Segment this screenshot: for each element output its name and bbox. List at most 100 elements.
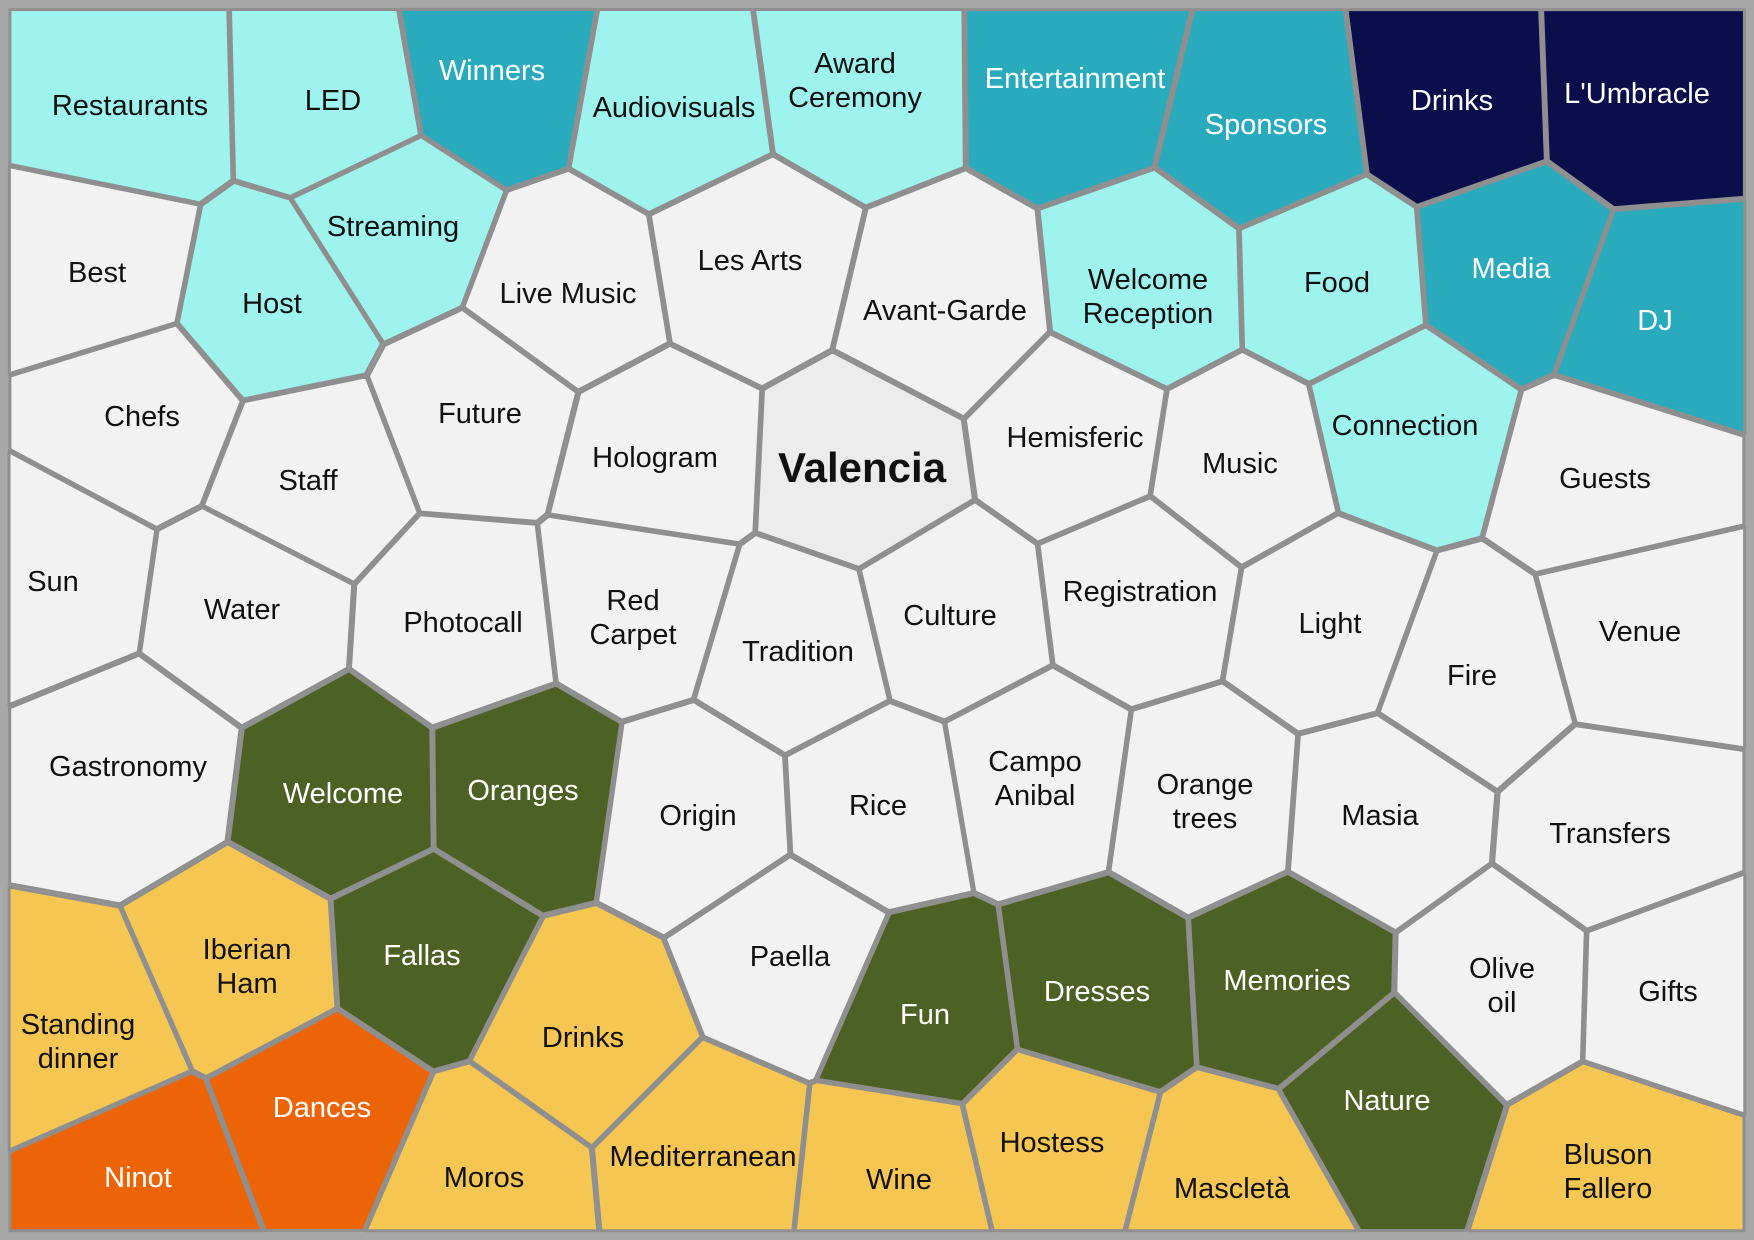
- cell-sun: Sun: [7, 450, 158, 707]
- cell-ninot: Ninot: [8, 1071, 264, 1233]
- cell-fire: Fire: [1377, 538, 1576, 792]
- cell-shape: [591, 1037, 810, 1233]
- cell-staff: Staff: [201, 375, 420, 584]
- cell-label: Gifts: [1638, 976, 1698, 1008]
- cell-shape: [469, 903, 703, 1148]
- cell-label: Audiovisuals: [593, 92, 756, 124]
- cell-welcome-reception: Welcome Reception: [1037, 167, 1243, 389]
- cell-shape: [1535, 525, 1747, 750]
- cell-winners: Winners: [398, 7, 598, 191]
- cell-label: Water: [204, 594, 281, 626]
- cell-label: Award Ceremony: [788, 48, 922, 114]
- cell-shape: [139, 506, 355, 728]
- cell-label: Orange trees: [1157, 769, 1254, 835]
- cell-audiovisuals: Audiovisuals: [568, 8, 773, 215]
- cell-dj: DJ: [1554, 198, 1747, 436]
- cell-shape: [1222, 513, 1437, 734]
- cell-label: Red Carpet: [589, 585, 676, 651]
- cell-label: Host: [242, 288, 302, 320]
- cell-shape: [462, 168, 670, 392]
- cell-shape: [1154, 8, 1367, 229]
- cell-restaurants: Restaurants: [8, 8, 234, 205]
- cell-label: Avant-Garde: [863, 295, 1027, 327]
- cell-best: Best: [7, 165, 201, 376]
- cell-label: Fallas: [383, 940, 460, 972]
- cell-label: Chefs: [104, 401, 180, 433]
- cell-label: Entertainment: [985, 63, 1166, 95]
- cell-label: Sun: [27, 566, 79, 598]
- cell-label: Mediterranean: [610, 1141, 797, 1173]
- cell-orange-trees: Orange trees: [1108, 681, 1299, 918]
- cell-shape: [366, 307, 579, 523]
- cell-culture: Culture: [858, 500, 1053, 722]
- cell-hemisferic: Hemisferic: [963, 332, 1167, 544]
- cell-campo-anibal: Campo Anibal: [944, 665, 1132, 905]
- cell-shape: [330, 849, 543, 1072]
- cell-shape: [1278, 992, 1507, 1232]
- cell-shape: [1037, 167, 1243, 389]
- cell-label: Winners: [439, 55, 545, 87]
- cell-shape: [964, 8, 1193, 209]
- cell-hostess: Hostess: [962, 1049, 1161, 1233]
- cell-shape: [201, 375, 420, 584]
- cell-gifts: Gifts: [1582, 872, 1747, 1116]
- cell-label: Wine: [866, 1164, 932, 1196]
- cell-shape: [755, 350, 975, 569]
- cell-shape: [1467, 1061, 1746, 1233]
- cell-gastronomy: Gastronomy: [8, 653, 242, 906]
- cell-les-arts: Les Arts: [648, 154, 866, 389]
- cell-shape: [1416, 161, 1614, 390]
- cell-venue: Venue: [1535, 525, 1747, 750]
- cell-label: Drinks: [1411, 85, 1493, 117]
- cell-label: Bluson Fallero: [1564, 1139, 1653, 1205]
- cell-shape: [398, 7, 598, 191]
- cell-led: LED: [229, 8, 422, 198]
- cell-shape: [1482, 374, 1746, 575]
- cell-guests: Guests: [1482, 374, 1746, 575]
- cell-label: Streaming: [327, 211, 459, 243]
- cell-shape: [784, 701, 975, 913]
- cell-label: Venue: [1599, 616, 1681, 648]
- cell-shape: [568, 8, 773, 215]
- cell-shape: [537, 514, 740, 722]
- cell-hologram: Hologram: [547, 343, 763, 545]
- cell-shape: [8, 323, 243, 530]
- cell-label: Best: [68, 257, 126, 289]
- cell-shape: [1308, 325, 1522, 551]
- cell-fallas: Fallas: [330, 849, 543, 1072]
- cell-label: Masia: [1341, 800, 1419, 832]
- cell-shape: [7, 450, 158, 707]
- cell-label: Nature: [1343, 1085, 1430, 1117]
- cell-shape: [349, 513, 557, 728]
- cell-label: Fun: [900, 999, 950, 1031]
- cell-tradition: Tradition: [693, 533, 890, 756]
- cell-shape: [206, 1008, 434, 1232]
- cell-label: Restaurants: [52, 90, 208, 122]
- cell-label: Future: [438, 398, 522, 430]
- cell-label: Sponsors: [1205, 109, 1328, 141]
- cell-entertainment: Entertainment: [964, 8, 1193, 209]
- cell-sponsors: Sponsors: [1154, 8, 1367, 229]
- cell-dresses: Dresses: [998, 872, 1197, 1092]
- cell-shape: [663, 854, 889, 1084]
- cell-shape: [120, 842, 338, 1079]
- cell-connection: Connection: [1308, 325, 1522, 551]
- cell-oranges: Oranges: [432, 683, 623, 916]
- cell-shape: [1287, 713, 1498, 933]
- cell-shape: [227, 669, 434, 899]
- cell-masia: Masia: [1287, 713, 1498, 933]
- cell-mascleta: Mascletà: [1124, 1067, 1359, 1233]
- cell-label: Connection: [1332, 410, 1479, 442]
- cell-rice: Rice: [784, 701, 975, 913]
- cell-photocall: Photocall: [349, 513, 557, 728]
- cell-drinks: Drinks: [1345, 8, 1547, 207]
- cell-mediterranean: Mediterranean: [591, 1037, 810, 1233]
- cell-label: Fire: [1447, 660, 1497, 692]
- cell-label: Dresses: [1044, 976, 1150, 1008]
- cell-shape: [815, 893, 1018, 1104]
- cell-label: Mascletà: [1174, 1173, 1291, 1205]
- cell-registration: Registration: [1037, 496, 1242, 710]
- cell-host: Host: [176, 180, 384, 401]
- cell-label: Valencia: [778, 444, 947, 491]
